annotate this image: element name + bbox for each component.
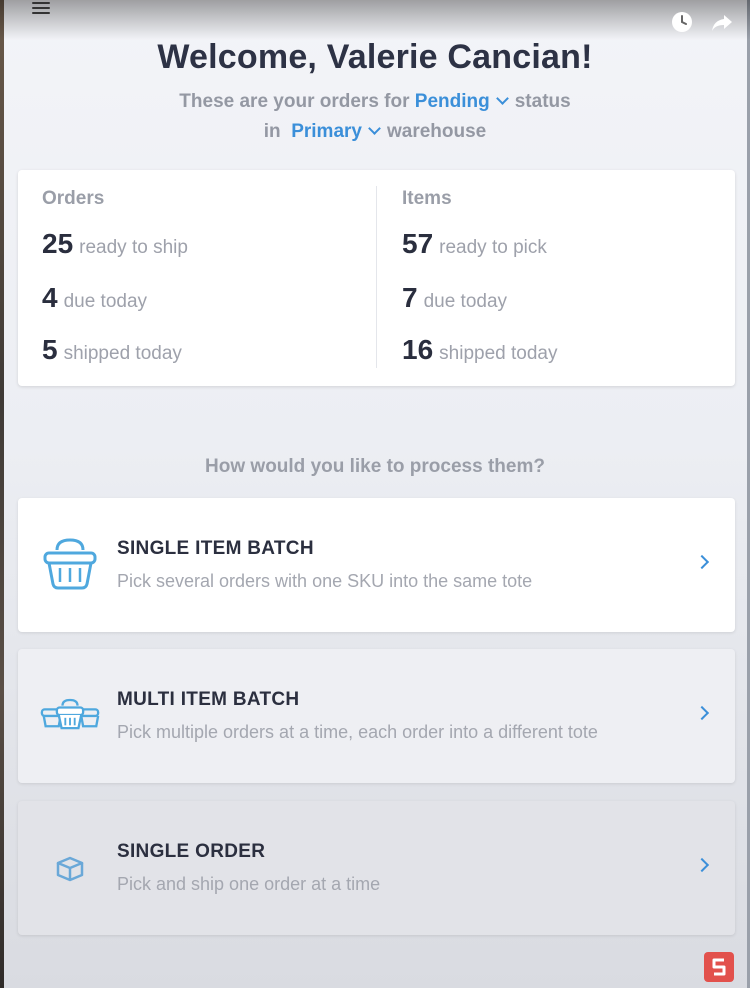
warehouse-line: in Primary warehouse [0,121,750,143]
chevron-right-icon [694,857,710,873]
stat-label: shipped today [439,343,558,364]
warehouse-suffix: warehouse [386,121,487,142]
stat-row: 7 due today [402,282,507,314]
stat-number: 7 [402,282,418,313]
stats-card: Orders 25 ready to ship 4 due today 5 shipp… [18,170,735,386]
stat-label: shipped today [63,343,182,364]
box-icon [56,856,84,882]
status-dropdown-value: Pending [414,91,490,112]
option-title: MULTI ITEM BATCH [117,689,300,710]
stat-number: 25 [42,228,74,259]
stat-label: ready to pick [439,237,547,258]
stat-row: 4 due today [42,282,147,314]
single-item-batch-option[interactable]: SINGLE ITEM BATCH Pick several orders wi… [18,498,735,632]
option-description: Pick and ship one order at a time [117,874,381,894]
right-edge [747,0,750,988]
stat-row: 57 ready to pick [402,228,547,260]
top-shade [0,0,750,40]
stat-number: 57 [402,228,434,259]
share-icon[interactable] [710,10,734,34]
stat-number: 16 [402,334,434,365]
chevron-right-icon [694,705,710,721]
orders-title: Orders [42,188,105,209]
welcome-title: Welcome, Valerie Cancian! [157,38,593,76]
stat-label: ready to ship [79,237,188,258]
stats-divider [376,186,377,368]
stat-number: 5 [42,334,58,365]
status-prefix: These are your orders for [179,91,410,112]
left-edge [0,0,4,988]
option-title: SINGLE ORDER [117,841,266,862]
clock-icon[interactable] [670,10,694,34]
items-title: Items [402,188,452,209]
stat-label: due today [63,291,148,312]
warehouse-prefix: in [263,121,281,142]
orders-stats: Orders 25 ready to ship 4 due today 5 shipp… [42,170,372,386]
process-question: How would you like to process them? [205,456,545,477]
chevron-down-icon [368,122,381,135]
multi-basket-icon [40,698,100,730]
option-description: Pick multiple orders at a time, each ord… [117,722,598,742]
single-order-option[interactable]: SINGLE ORDER Pick and ship one order at … [18,801,735,935]
stat-row: 16 shipped today [402,334,557,366]
option-description: Pick several orders with one SKU into th… [117,571,533,591]
multi-item-batch-option[interactable]: MULTI ITEM BATCH Pick multiple orders at… [18,649,735,783]
chevron-down-icon [495,92,509,105]
chevron-right-icon [694,554,710,570]
stat-row: 5 shipped today [42,334,182,366]
stat-row: 25 ready to ship [42,228,188,260]
warehouse-dropdown[interactable]: Primary [291,121,387,142]
brand-logo-icon [704,952,734,982]
status-line: These are your orders for Pending status [0,91,750,113]
option-title: SINGLE ITEM BATCH [117,538,314,559]
status-dropdown[interactable]: Pending [415,91,515,112]
items-stats: Items 57 ready to pick 7 due today 16 shipp… [402,170,732,386]
basket-icon [43,538,97,590]
warehouse-dropdown-value: Primary [291,121,362,142]
stat-number: 4 [42,282,58,313]
stat-label: due today [423,291,508,312]
hamburger-menu-icon[interactable] [32,2,50,14]
status-suffix: status [514,91,571,112]
